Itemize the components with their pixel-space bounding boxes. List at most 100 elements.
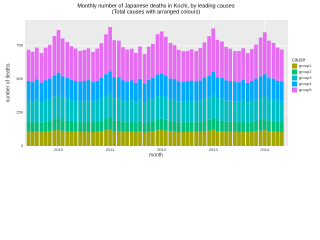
bar-segment [129, 131, 134, 146]
bar-segment [189, 80, 194, 101]
bar-segment [69, 79, 74, 101]
bar-segment [241, 131, 245, 146]
bar-segment [211, 129, 216, 146]
bar-segment [108, 26, 112, 72]
bar-segment [224, 131, 228, 146]
bar-segment [237, 101, 241, 123]
bar-segment [151, 78, 155, 99]
bar-segment [112, 120, 117, 131]
bar-segment [117, 120, 121, 131]
bar-segment [168, 120, 173, 132]
bar-segment [267, 78, 271, 99]
bar-segment [121, 47, 125, 81]
bar-segment [95, 80, 100, 101]
bar-segment [91, 122, 95, 133]
bar-segment [65, 77, 70, 99]
bar-segment [267, 98, 271, 121]
bar-segment [168, 43, 173, 79]
bar-segment [207, 119, 211, 131]
bar-segment [185, 131, 190, 146]
bar-segment [250, 100, 254, 122]
bar-segment [65, 41, 70, 78]
bar-segment [146, 79, 151, 100]
bar-segment [112, 130, 117, 146]
bar-segment [138, 131, 142, 146]
bar-segment [250, 80, 254, 101]
bar-segment [275, 80, 280, 101]
bar-segment [215, 130, 220, 146]
bar-segment [26, 100, 31, 122]
bar-segment [99, 43, 104, 78]
bar-segment [181, 122, 186, 133]
bar-segment [159, 31, 164, 74]
bar-segment [56, 129, 61, 146]
legend-swatch [292, 81, 297, 87]
y-tick-label: 750 [16, 43, 23, 48]
bar-segment [172, 99, 177, 122]
legend-label: group4 [299, 81, 312, 86]
bar-segment [215, 77, 220, 99]
bar-segment [279, 49, 284, 82]
bar-segment [155, 74, 160, 97]
bar-segment [275, 100, 280, 122]
bar-segment [250, 121, 254, 132]
bar-segment [211, 28, 216, 73]
bar-segment [258, 37, 263, 77]
bar-segment [125, 131, 129, 146]
bar-segment [262, 119, 267, 131]
bar-segment [275, 47, 280, 81]
bar-segment [215, 120, 220, 131]
bar-segment [194, 81, 199, 102]
bar-segment [35, 131, 39, 146]
bar-segment [43, 47, 48, 81]
bar-segment [138, 78, 142, 100]
bar-segment [202, 42, 207, 78]
bar-segment [267, 120, 271, 132]
bar-segment [112, 77, 117, 99]
y-tick-label: 0 [21, 143, 24, 148]
bar-segment [30, 82, 35, 102]
bar-segment [82, 80, 87, 101]
bar-segment [129, 100, 134, 122]
bar-segment [73, 48, 78, 81]
bar-segment [172, 79, 177, 100]
bar-segment [91, 51, 95, 83]
chart: Monthly number of Japanese deaths in Koc… [5, 3, 312, 158]
bar-segment [172, 131, 177, 146]
bar-segment [138, 46, 142, 79]
bar-segment [254, 99, 258, 121]
bar-segment [73, 131, 78, 146]
bar-segment [262, 74, 267, 96]
legend-swatch [292, 87, 297, 93]
bar-segment [52, 96, 57, 120]
bar-segment [146, 121, 151, 132]
bar-segment [155, 34, 160, 75]
bar-segment [198, 48, 203, 81]
bar-segment [181, 101, 186, 123]
legend-swatch [292, 69, 297, 75]
bar-segment [181, 132, 186, 146]
bar-segment [275, 121, 280, 132]
bar-segment [215, 39, 220, 78]
bar-segment [134, 122, 138, 133]
bar-segment [35, 79, 39, 100]
bar-segment [26, 49, 31, 81]
bar-segment [121, 80, 125, 101]
bar-segment [43, 131, 48, 146]
bar-segment [35, 99, 39, 122]
bar-segment [271, 78, 276, 100]
bar-segment [65, 98, 70, 121]
bar-segment [117, 77, 121, 99]
bar-segment [176, 131, 181, 146]
bar-segment [26, 80, 31, 101]
bar-segment [39, 52, 44, 83]
y-tick-label: 250 [16, 110, 23, 115]
bar-segment [52, 119, 57, 131]
bar-segment [237, 132, 241, 146]
bar-segment [224, 46, 228, 81]
bar-segment [245, 132, 250, 146]
bar-segment [245, 82, 250, 103]
bar-segment [207, 75, 211, 98]
bar-segment [151, 98, 155, 121]
bar-segment [82, 50, 87, 81]
